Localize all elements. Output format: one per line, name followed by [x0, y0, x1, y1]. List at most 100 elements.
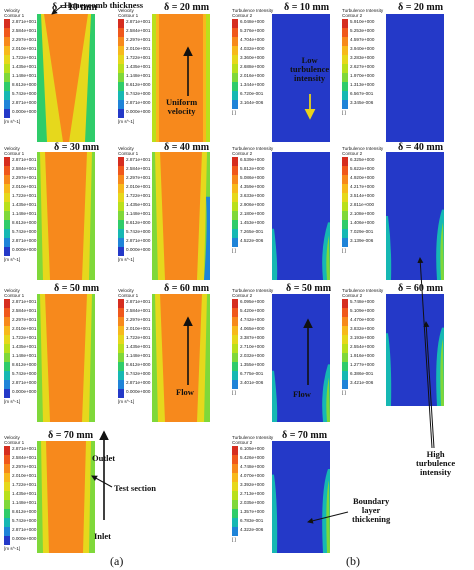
- colorbar-swatch: [4, 536, 10, 545]
- colorbar-tick-label: 0.000e+000: [12, 389, 37, 394]
- turbulence-contour-field: [386, 152, 444, 280]
- uniform-velocity-annotation-line: velocity: [167, 106, 196, 116]
- colorbar-swatch: [118, 380, 124, 389]
- colorbar-swatch: [232, 509, 238, 518]
- velocity-colorbar: [118, 157, 124, 256]
- colorbar-tick-label: 2.710e+000: [240, 344, 265, 349]
- colorbar-swatch: [4, 335, 10, 344]
- thickness-label: δ = 40 mm: [164, 142, 210, 153]
- colorbar-tick-label: 4.748e+000: [240, 464, 265, 469]
- thickness-label: δ = 10 mm: [52, 2, 98, 13]
- colorbar-tick-label: 5.742e+000: [126, 371, 151, 376]
- caption-b: (b): [346, 554, 360, 568]
- colorbar-tick-label: 1.722e+001: [12, 482, 37, 487]
- colorbar-swatch: [342, 28, 348, 37]
- colorbar-unit: [m s^-1]: [4, 257, 21, 262]
- colorbar-tick-label: 1.344e+000: [240, 82, 265, 87]
- colorbar-tick-label: 1.313e+000: [350, 82, 375, 87]
- field-edge-inner: [440, 338, 444, 406]
- legend-title: Velocity Contour 1: [4, 288, 24, 298]
- colorbar-tick-label: 3.360e+000: [240, 55, 265, 60]
- colorbar-swatch: [232, 326, 238, 335]
- colorbar-tick-label: 2.584e+001: [126, 28, 151, 33]
- colorbar-tick-label: 2.906e+000: [240, 202, 265, 207]
- colorbar-swatch: [342, 46, 348, 55]
- uniform-velocity-annotation: Uniform velocity: [166, 98, 197, 116]
- velocity-contour-panel: Velocity Contour 1 2.871e+001 2.584e+001 2.2…: [4, 146, 114, 286]
- legend-title: Turbulence Intensity Contour 2: [232, 435, 273, 445]
- colorbar-swatch: [118, 202, 124, 211]
- colorbar-tick-label: 2.871e+001: [12, 157, 37, 162]
- colorbar-tick-label: 5.742e+000: [12, 229, 37, 234]
- colorbar-tick-label: 8.612e+000: [12, 220, 37, 225]
- colorbar-tick-label: 2.297e+001: [126, 317, 151, 322]
- colorbar-swatch: [118, 64, 124, 73]
- colorbar-swatch: [118, 326, 124, 335]
- colorbar-swatch: [4, 193, 10, 202]
- colorbar-swatch: [4, 28, 10, 37]
- legend-title: Velocity Contour 1: [4, 435, 24, 445]
- velocity-contour-panel: Velocity Contour 1 2.871e+001 2.584e+001 2.2…: [118, 288, 228, 428]
- colorbar-swatch: [232, 491, 238, 500]
- flow-annotation-a: Flow: [176, 387, 194, 397]
- legend-title: Turbulence Intensity Contour 2: [342, 288, 383, 298]
- colorbar-tick-label: 2.297e+001: [12, 175, 37, 180]
- legend-title-line: Contour 2: [232, 440, 253, 445]
- colorbar-swatch: [4, 446, 10, 455]
- legend-title-line: Turbulence Intensity: [342, 146, 384, 151]
- colorbar-swatch: [118, 100, 124, 109]
- colorbar-tick-label: 6.783e-001: [240, 518, 264, 523]
- colorbar-swatch: [4, 326, 10, 335]
- colorbar-tick-label: 6.720e-001: [240, 91, 264, 96]
- test-section-annotation: Test section: [114, 483, 156, 493]
- colorbar-swatch: [4, 500, 10, 509]
- colorbar-tick-label: 5.748e+000: [350, 299, 375, 304]
- velocity-colorbar: [4, 299, 10, 398]
- colorbar-tick-label: 6.775e-001: [240, 371, 264, 376]
- colorbar-tick-label: 2.180e+000: [240, 211, 265, 216]
- colorbar-swatch: [342, 353, 348, 362]
- velocity-contour-field: [152, 294, 210, 422]
- colorbar-swatch: [232, 202, 238, 211]
- legend-title: Velocity Contour 1: [118, 288, 138, 298]
- colorbar-swatch: [4, 55, 10, 64]
- colorbar-tick-label: 6.105e+000: [240, 446, 265, 451]
- field-core: [44, 14, 88, 142]
- colorbar-tick-label: 1.453e+000: [240, 220, 265, 225]
- colorbar-unit: [ ]: [232, 248, 236, 253]
- legend-title-line: Turbulence Intensity: [232, 146, 274, 151]
- colorbar-tick-label: 1.722e+001: [126, 193, 151, 198]
- colorbar-swatch: [232, 500, 238, 509]
- colorbar-unit: [ ]: [342, 110, 346, 115]
- colorbar-tick-label: 5.742e+000: [12, 371, 37, 376]
- colorbar-tick-label: 4.920e+000: [350, 175, 375, 180]
- colorbar-swatch: [232, 455, 238, 464]
- colorbar-tick-label: 5.742e+000: [126, 229, 151, 234]
- colorbar-tick-label: 2.713e+000: [240, 491, 265, 496]
- colorbar-swatch: [118, 247, 124, 256]
- turbulence-colorbar: [232, 446, 238, 536]
- colorbar-tick-label: 2.010e+001: [126, 184, 151, 189]
- colorbar-tick-label: 8.612e+000: [126, 220, 151, 225]
- colorbar-swatch: [4, 308, 10, 317]
- colorbar-tick-label: 3.514e+000: [350, 193, 375, 198]
- colorbar-tick-label: 4.742e+000: [240, 317, 265, 322]
- velocity-colorbar: [4, 157, 10, 256]
- outlet-annotation: Outlet: [92, 453, 116, 463]
- field-core: [160, 294, 202, 422]
- velocity-colorbar: [4, 19, 10, 118]
- turbulence-contour-panel: Turbulence Intensity Contour 2 6.325e+000 5…: [342, 146, 452, 286]
- colorbar-tick-label: 6.325e+000: [350, 157, 375, 162]
- colorbar-swatch: [118, 389, 124, 398]
- colorbar-swatch: [4, 527, 10, 536]
- colorbar-swatch: [4, 509, 10, 518]
- velocity-contour-panel: Velocity Contour 1 2.871e+001 2.584e+001 2.2…: [118, 146, 228, 286]
- colorbar-swatch: [4, 362, 10, 371]
- legend-title-line: Contour 1: [4, 440, 25, 445]
- colorbar-tick-label: 1.357e+000: [240, 509, 265, 514]
- colorbar-tick-label: 4.359e+000: [240, 184, 265, 189]
- colorbar-swatch: [232, 64, 238, 73]
- colorbar-swatch: [4, 175, 10, 184]
- colorbar-swatch: [232, 100, 238, 109]
- velocity-contour-field: [152, 152, 210, 280]
